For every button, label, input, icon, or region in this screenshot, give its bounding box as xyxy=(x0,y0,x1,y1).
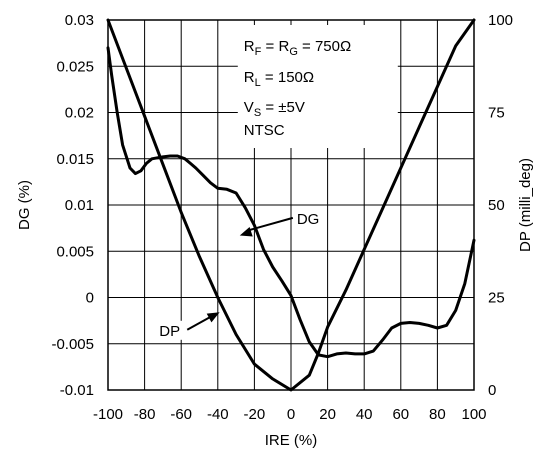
cond-rg-subscript: G xyxy=(289,46,298,58)
x-tick-label: 40 xyxy=(356,406,373,423)
dg-series-label: DG xyxy=(297,211,320,228)
cond-rl-subscript: L xyxy=(255,77,261,89)
x-tick-label: 100 xyxy=(461,406,486,423)
x-axis-title: IRE (%) xyxy=(265,432,318,449)
condition-rl: RL = 150Ω xyxy=(244,69,314,89)
condition-rf-rg: RF = RG = 750Ω xyxy=(244,38,351,58)
left-y-tick-label: 0 xyxy=(86,290,94,307)
right-y-axis-title: DP (milli_deg) xyxy=(517,158,534,252)
left-y-axis-title: DG (%) xyxy=(16,180,33,230)
cond-rf-subscript: F xyxy=(255,46,262,58)
cond-vs-letter: V xyxy=(244,99,254,116)
left-y-tick-label: 0.015 xyxy=(56,151,94,168)
x-tick-label: 0 xyxy=(287,406,295,423)
dp-arrow xyxy=(186,315,213,331)
tick-labels: -100 -80 -60 -40 -20 0 20 40 60 80 100 -0.01 -0.005 0… xyxy=(51,12,513,423)
dp-label-background xyxy=(156,320,187,340)
condition-standard: NTSC xyxy=(244,122,285,139)
left-y-tick-label: 0.005 xyxy=(56,243,94,260)
condition-vs: VS = ±5V xyxy=(244,99,305,119)
right-y-tick-label: 50 xyxy=(488,197,505,214)
x-tick-label: -80 xyxy=(134,406,156,423)
left-y-tick-label: 0.025 xyxy=(56,58,94,75)
cond-rf-equals: = R xyxy=(261,38,289,55)
dp-arrowhead xyxy=(206,312,220,323)
left-y-tick-label: 0.02 xyxy=(65,105,94,122)
right-y-tick-label: 0 xyxy=(488,382,496,399)
dg-label-background xyxy=(293,208,324,228)
x-tick-label: 80 xyxy=(429,406,446,423)
dp-series-label: DP xyxy=(159,323,180,340)
right-y-tick-label: 25 xyxy=(488,290,505,307)
x-tick-label: -40 xyxy=(207,406,229,423)
left-y-tick-label: 0.01 xyxy=(65,197,94,214)
cond-rl-value: = 150Ω xyxy=(261,69,314,86)
cond-rf-value: = 750Ω xyxy=(298,38,351,55)
cond-vs-value: = ±5V xyxy=(261,99,305,116)
dg-arrow xyxy=(247,216,294,232)
x-tick-label: -60 xyxy=(170,406,192,423)
x-tick-label: -100 xyxy=(93,406,123,423)
cond-rl-letter: R xyxy=(244,69,255,86)
cond-vs-subscript: S xyxy=(254,107,261,119)
x-tick-label: -20 xyxy=(244,406,266,423)
cond-rf-letter: R xyxy=(244,38,255,55)
left-y-tick-label: 0.03 xyxy=(65,12,94,29)
series-dp-line xyxy=(106,18,476,392)
series-dg-line xyxy=(106,46,476,359)
right-y-tick-label: 75 xyxy=(488,105,505,122)
x-tick-label: 60 xyxy=(392,406,409,423)
right-y-tick-label: 100 xyxy=(488,12,513,29)
left-y-tick-label: -0.01 xyxy=(60,382,94,399)
left-y-tick-label: -0.005 xyxy=(51,336,94,353)
dg-arrowhead xyxy=(239,226,253,237)
x-tick-label: 20 xyxy=(319,406,336,423)
conditions-box xyxy=(237,25,398,148)
